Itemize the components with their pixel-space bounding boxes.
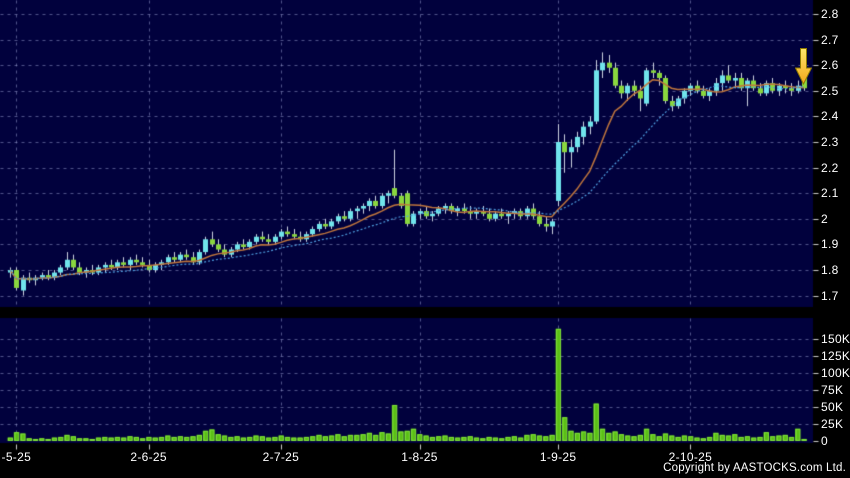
copyright-notice: Copyright by AASTOCKS.com Ltd. <box>663 462 846 474</box>
down-arrow-icon <box>795 47 813 85</box>
